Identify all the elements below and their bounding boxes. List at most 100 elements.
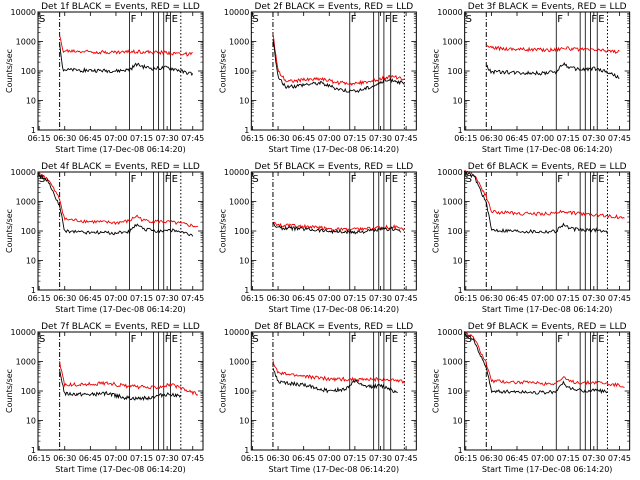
x-tick-label: 06:15 xyxy=(454,134,477,143)
y-tick-label: 10000 xyxy=(437,8,462,17)
x-tick-label: 07:00 xyxy=(318,294,341,303)
y-tick-label: 100 xyxy=(234,67,249,76)
x-tick-label: 07:15 xyxy=(557,134,580,143)
x-tick-label: 06:45 xyxy=(292,134,315,143)
y-tick-label: 10 xyxy=(452,417,462,426)
y-tick-label: 1000 xyxy=(229,358,249,367)
y-tick-label: 1000 xyxy=(16,38,36,47)
x-tick-label: 06:30 xyxy=(480,134,503,143)
marker-letter: F xyxy=(165,334,171,345)
marker-letter: F xyxy=(165,14,171,25)
y-tick-label: 100 xyxy=(234,227,249,236)
lld-series-line xyxy=(486,45,620,54)
x-tick-label: 06:45 xyxy=(292,294,315,303)
panel-det-5: Det 5f BLACK = Events, RED = LLD Counts/s… xyxy=(218,162,417,314)
y-tick-label: 100 xyxy=(234,387,249,396)
y-axis-label: Counts/sec xyxy=(5,369,14,413)
x-tick-label: 06:30 xyxy=(53,134,76,143)
marker-letter: S xyxy=(39,14,45,25)
y-tick-label: 10 xyxy=(239,97,249,106)
panel-det-3: Det 3f BLACK = Events, RED = LLD Counts/s… xyxy=(432,2,631,154)
x-tick-label: 06:45 xyxy=(79,454,102,463)
panel-title: Det 4f BLACK = Events, RED = LLD xyxy=(41,162,200,172)
x-tick-label: 07:15 xyxy=(343,294,366,303)
y-axis-label: Counts/sec xyxy=(432,49,441,93)
marker-letter: E xyxy=(598,174,604,185)
x-tick-label: 07:00 xyxy=(531,294,554,303)
x-tick-label: 06:45 xyxy=(505,454,528,463)
x-tick-label: 07:45 xyxy=(395,294,418,303)
y-tick-label: 1 xyxy=(244,126,249,135)
y-tick-label: 10000 xyxy=(11,328,36,337)
x-tick-label: 06:15 xyxy=(28,294,51,303)
events-series-line xyxy=(37,173,194,237)
y-tick-label: 100 xyxy=(447,67,462,76)
marker-letter: S xyxy=(252,334,258,345)
y-tick-label: 1000 xyxy=(16,358,36,367)
lld-series-line xyxy=(272,221,405,233)
x-tick-label: 06:15 xyxy=(241,454,264,463)
marker-letter: S xyxy=(252,14,258,25)
y-tick-label: 10000 xyxy=(224,328,249,337)
y-tick-label: 100 xyxy=(447,227,462,236)
y-tick-label: 1000 xyxy=(229,38,249,47)
marker-letter: E xyxy=(172,334,178,345)
x-tick-label: 07:00 xyxy=(104,294,127,303)
lld-series-line xyxy=(37,173,199,228)
marker-letter: E xyxy=(392,14,398,25)
marker-letter: F xyxy=(131,14,137,25)
x-axis-label: Start Time (17-Dec-08 06:14:20) xyxy=(269,305,400,314)
panel-title: Det 2f BLACK = Events, RED = LLD xyxy=(254,2,413,12)
x-tick-label: 07:30 xyxy=(369,134,392,143)
x-tick-label: 07:15 xyxy=(557,454,580,463)
y-tick-label: 1000 xyxy=(442,38,462,47)
events-series-line xyxy=(59,369,182,402)
x-tick-label: 07:30 xyxy=(156,134,179,143)
y-axis-label: Counts/sec xyxy=(432,209,441,253)
panel-title: Det 7f BLACK = Events, RED = LLD xyxy=(41,322,200,332)
marker-letter: F xyxy=(557,14,563,25)
y-tick-label: 10000 xyxy=(437,328,462,337)
x-tick-label: 06:45 xyxy=(292,454,315,463)
events-series-line xyxy=(272,221,402,235)
y-tick-label: 1 xyxy=(458,126,463,135)
events-series-line xyxy=(463,333,608,395)
marker-letter: F xyxy=(557,334,563,345)
marker-letter: F xyxy=(385,174,391,185)
marker-letter: F xyxy=(351,174,357,185)
panel-det-7: Det 7f BLACK = Events, RED = LLD Counts/s… xyxy=(5,322,204,474)
y-axis-label: Counts/sec xyxy=(218,369,227,413)
x-axis-label: Start Time (17-Dec-08 06:14:20) xyxy=(269,145,400,154)
panel-det-9: Det 9f BLACK = Events, RED = LLD Counts/s… xyxy=(432,322,631,474)
x-tick-label: 06:45 xyxy=(79,294,102,303)
y-tick-label: 1 xyxy=(31,446,36,455)
x-tick-label: 06:30 xyxy=(267,294,290,303)
x-tick-label: 06:30 xyxy=(53,454,76,463)
y-tick-label: 100 xyxy=(21,227,36,236)
panel-det-8: Det 8f BLACK = Events, RED = LLD Counts/s… xyxy=(218,322,417,474)
x-tick-label: 07:30 xyxy=(156,454,179,463)
y-tick-label: 1000 xyxy=(442,358,462,367)
x-tick-label: 06:30 xyxy=(480,294,503,303)
y-tick-label: 10 xyxy=(26,417,36,426)
panel-det-6: Det 6f BLACK = Events, RED = LLD Counts/s… xyxy=(432,162,631,314)
events-series-line xyxy=(485,62,620,79)
marker-letter: F xyxy=(591,14,597,25)
plot-frame xyxy=(37,171,204,291)
x-tick-label: 07:00 xyxy=(104,454,127,463)
marker-letter: F xyxy=(165,174,171,185)
marker-letter: S xyxy=(466,334,472,345)
x-tick-label: 07:00 xyxy=(531,134,554,143)
x-tick-label: 06:15 xyxy=(28,454,51,463)
y-tick-label: 10 xyxy=(26,97,36,106)
x-tick-label: 07:15 xyxy=(130,134,153,143)
marker-letter: S xyxy=(466,174,472,185)
marker-letter: E xyxy=(598,14,604,25)
marker-letter: E xyxy=(172,174,178,185)
x-axis-label: Start Time (17-Dec-08 06:14:20) xyxy=(482,465,613,474)
plot-frame xyxy=(250,171,417,291)
x-axis-label: Start Time (17-Dec-08 06:14:20) xyxy=(55,465,186,474)
x-tick-label: 07:15 xyxy=(343,454,366,463)
x-axis-label: Start Time (17-Dec-08 06:14:20) xyxy=(55,145,186,154)
y-tick-label: 1000 xyxy=(442,198,462,207)
